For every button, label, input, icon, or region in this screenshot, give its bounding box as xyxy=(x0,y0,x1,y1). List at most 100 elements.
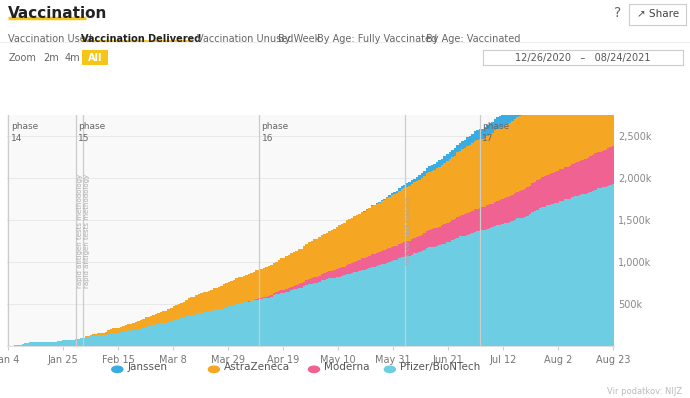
Bar xyxy=(157,312,160,324)
Bar xyxy=(579,162,582,195)
Bar xyxy=(416,177,418,181)
Bar xyxy=(562,87,564,169)
Bar xyxy=(582,194,584,346)
Bar xyxy=(79,338,82,346)
Bar xyxy=(117,328,120,333)
Bar xyxy=(469,145,471,213)
Bar xyxy=(599,42,602,63)
Bar xyxy=(193,297,195,315)
Bar xyxy=(401,243,404,258)
Bar xyxy=(286,293,288,346)
Bar xyxy=(594,46,597,66)
Bar xyxy=(24,343,27,346)
Bar xyxy=(566,67,569,84)
Bar xyxy=(576,60,579,78)
Bar xyxy=(105,335,107,346)
Bar xyxy=(438,245,441,346)
Text: ?: ? xyxy=(614,6,621,20)
Bar xyxy=(195,295,197,314)
Bar xyxy=(125,331,128,346)
Bar xyxy=(55,342,57,346)
Bar xyxy=(459,216,461,236)
Bar xyxy=(19,345,22,346)
Bar xyxy=(444,156,446,163)
Bar xyxy=(542,84,544,99)
Bar xyxy=(351,273,353,346)
Bar xyxy=(398,258,401,346)
Bar xyxy=(408,256,411,346)
Bar xyxy=(396,191,398,193)
Bar xyxy=(273,295,275,346)
Bar xyxy=(464,140,466,148)
Bar xyxy=(175,305,177,320)
Bar xyxy=(180,303,183,318)
Bar xyxy=(481,230,484,346)
Bar xyxy=(175,320,177,346)
Bar xyxy=(421,173,424,178)
Bar xyxy=(250,301,253,346)
Bar xyxy=(464,148,466,215)
Bar xyxy=(524,189,526,217)
Bar xyxy=(238,304,240,346)
Bar xyxy=(270,295,273,297)
Bar xyxy=(529,96,531,110)
Bar xyxy=(366,209,368,210)
Bar xyxy=(27,343,30,346)
Bar xyxy=(469,213,471,234)
Bar xyxy=(270,265,273,295)
Bar xyxy=(481,129,484,139)
Bar xyxy=(559,88,562,169)
Bar xyxy=(217,309,220,346)
Bar xyxy=(243,302,245,346)
Bar xyxy=(556,203,559,346)
Bar xyxy=(323,273,326,280)
Bar xyxy=(266,297,268,298)
Bar xyxy=(295,251,298,285)
Bar xyxy=(383,199,386,200)
Bar xyxy=(298,288,300,346)
Bar xyxy=(506,124,509,197)
Bar xyxy=(220,286,223,309)
Bar xyxy=(128,324,130,330)
Bar xyxy=(97,333,100,335)
Bar xyxy=(85,337,87,346)
Bar xyxy=(408,240,411,256)
Bar xyxy=(524,113,526,189)
Bar xyxy=(521,190,524,218)
Bar xyxy=(102,333,105,336)
Bar xyxy=(536,103,539,180)
Bar xyxy=(514,193,516,220)
Bar xyxy=(72,339,75,346)
Bar xyxy=(408,182,411,185)
Bar xyxy=(406,183,408,187)
Text: 2m: 2m xyxy=(43,53,59,63)
Bar xyxy=(107,334,110,346)
Text: Moderna: Moderna xyxy=(324,362,370,373)
Bar xyxy=(266,267,268,297)
Bar xyxy=(396,246,398,260)
Bar xyxy=(140,320,142,328)
Bar xyxy=(250,273,253,300)
Bar xyxy=(180,318,183,346)
Bar xyxy=(536,180,539,210)
Bar xyxy=(446,242,448,346)
Text: risk contact tracing: risk contact tracing xyxy=(405,197,411,265)
Bar xyxy=(333,270,335,278)
Bar xyxy=(486,125,489,136)
Bar xyxy=(310,241,313,278)
Text: 4m: 4m xyxy=(64,53,80,63)
Bar xyxy=(85,336,87,337)
Bar xyxy=(509,123,511,196)
Bar xyxy=(378,202,381,203)
Bar xyxy=(569,83,571,166)
Bar xyxy=(295,289,298,346)
Bar xyxy=(453,148,456,156)
Bar xyxy=(546,80,549,96)
Text: phase
17: phase 17 xyxy=(482,122,510,143)
Bar xyxy=(270,297,273,346)
Text: phase
14: phase 14 xyxy=(10,122,38,143)
Bar xyxy=(424,250,426,346)
Bar xyxy=(170,321,172,346)
Bar xyxy=(263,298,266,346)
Bar xyxy=(42,342,45,346)
